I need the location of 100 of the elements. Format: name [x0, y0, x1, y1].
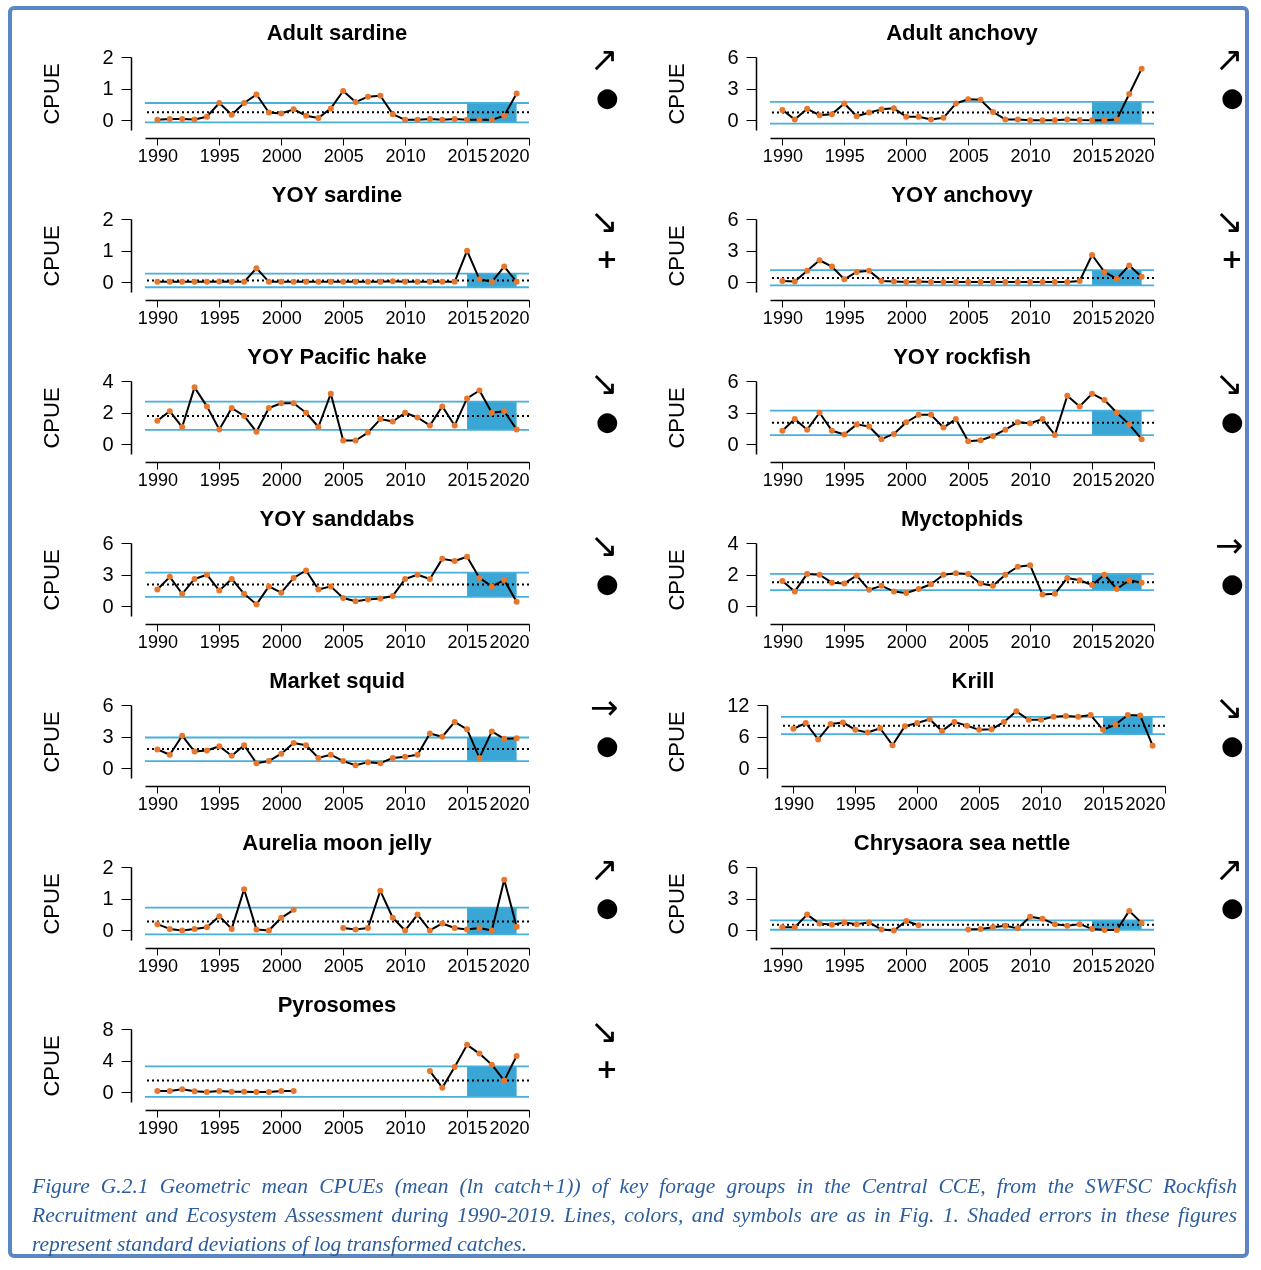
y-axis-title: CPUE — [664, 63, 690, 125]
x-tick-label: 2000 — [886, 145, 927, 166]
x-tick-label: 2020 — [1114, 955, 1155, 976]
x-tick-label: 2000 — [261, 1117, 302, 1138]
x-tick-label: 1990 — [137, 955, 178, 976]
x-tick-label: 2000 — [261, 955, 302, 976]
x-tick-label: 2010 — [1021, 793, 1062, 814]
x-tick-label: 2015 — [1083, 793, 1124, 814]
x-tick-label: 1995 — [824, 631, 865, 652]
x-tick-label: 2000 — [261, 469, 302, 490]
x-tick-label: 2020 — [1114, 307, 1155, 328]
y-tick-label: 0 — [738, 756, 750, 779]
chart-title: YOY Pacific hake — [247, 344, 427, 369]
chart-title: Krill — [951, 668, 995, 693]
y-tick-label: 0 — [102, 594, 114, 617]
x-tick-label: 2015 — [447, 307, 488, 328]
y-tick-label: 4 — [102, 369, 114, 392]
y-tick-label: 1 — [102, 887, 114, 910]
y-tick-label: 1 — [102, 77, 114, 100]
x-tick-label: 1990 — [137, 1117, 178, 1138]
x-tick-label: 2010 — [1010, 631, 1051, 652]
y-tick-label: 6 — [727, 45, 739, 68]
x-tick-label: 2005 — [323, 631, 364, 652]
y-tick-label: 2 — [102, 207, 114, 230]
y-tick-label: 6 — [727, 855, 739, 878]
x-tick-label: 2000 — [261, 631, 302, 652]
y-axis-title: CPUE — [664, 549, 690, 611]
x-tick-label: 2005 — [323, 307, 364, 328]
x-tick-label: 2020 — [1114, 145, 1155, 166]
x-tick-label: 2005 — [323, 955, 364, 976]
text: + — [1221, 244, 1243, 274]
x-tick-label: 1995 — [199, 307, 240, 328]
y-tick-label: 0 — [727, 432, 739, 455]
text: ↘ — [1215, 687, 1244, 727]
x-tick-label: 2015 — [1072, 469, 1113, 490]
chart-title: YOY anchovy — [891, 182, 1034, 207]
y-tick-label: 0 — [727, 594, 739, 617]
text: ● — [596, 892, 619, 922]
text: ↘ — [1215, 201, 1244, 241]
x-tick-label: 2005 — [323, 1117, 364, 1138]
y-tick-label: 6 — [102, 531, 114, 554]
y-tick-label: 12 — [727, 693, 750, 716]
y-axis-title: CPUE — [39, 549, 65, 611]
x-tick-label: 2000 — [261, 145, 302, 166]
x-tick-label: 2005 — [959, 793, 1000, 814]
x-tick-label: 2020 — [489, 631, 530, 652]
x-tick-label: 2010 — [385, 307, 426, 328]
x-tick-label: 1990 — [137, 307, 178, 328]
text: → — [590, 687, 619, 727]
x-tick-label: 1990 — [773, 793, 814, 814]
x-tick-label: 2010 — [385, 1117, 426, 1138]
x-tick-label: 2020 — [489, 145, 530, 166]
x-tick-label: 1990 — [762, 469, 803, 490]
x-tick-label: 1990 — [762, 955, 803, 976]
x-tick-label: 2000 — [886, 631, 927, 652]
chart-title: YOY sanddabs — [259, 506, 415, 531]
text: ↗ — [1215, 849, 1244, 889]
chart-title: Aurelia moon jelly — [242, 830, 433, 855]
x-tick-label: 2010 — [1010, 307, 1051, 328]
x-tick-label: 1995 — [199, 1117, 240, 1138]
y-tick-label: 3 — [727, 77, 739, 100]
y-axis-title: CPUE — [39, 873, 65, 935]
x-tick-label: 2020 — [489, 793, 530, 814]
y-axis-title: CPUE — [664, 711, 690, 773]
x-tick-label: 2015 — [447, 631, 488, 652]
text: + — [596, 1054, 618, 1084]
text: ↘ — [590, 201, 619, 241]
text: ↘ — [590, 363, 619, 403]
x-tick-label: 1995 — [199, 145, 240, 166]
y-tick-label: 6 — [738, 725, 750, 748]
x-tick-label: 1990 — [137, 145, 178, 166]
x-tick-label: 1990 — [762, 631, 803, 652]
y-tick-label: 0 — [727, 270, 739, 293]
x-tick-label: 2020 — [1125, 793, 1166, 814]
x-tick-label: 2000 — [897, 793, 938, 814]
y-tick-label: 0 — [102, 1080, 114, 1103]
text: ↗ — [1215, 39, 1244, 79]
y-tick-label: 2 — [102, 401, 114, 424]
text: ● — [1221, 82, 1244, 112]
x-tick-label: 2020 — [489, 307, 530, 328]
y-tick-label: 0 — [102, 270, 114, 293]
y-tick-label: 6 — [727, 207, 739, 230]
x-tick-label: 2010 — [1010, 955, 1051, 976]
chart-title: Market squid — [269, 668, 405, 693]
x-tick-label: 2005 — [323, 145, 364, 166]
y-axis-title: CPUE — [39, 63, 65, 125]
chart-title: Pyrosomes — [277, 992, 397, 1017]
text: ● — [596, 406, 619, 436]
text: ↗ — [590, 849, 619, 889]
x-tick-label: 2005 — [323, 793, 364, 814]
x-tick-label: 2020 — [1114, 469, 1155, 490]
x-tick-label: 2000 — [261, 307, 302, 328]
y-tick-label: 8 — [102, 1017, 114, 1040]
x-tick-label: 2015 — [447, 1117, 488, 1138]
x-tick-label: 2010 — [385, 793, 426, 814]
x-tick-label: 2015 — [1072, 307, 1113, 328]
x-tick-label: 1990 — [137, 793, 178, 814]
x-tick-label: 1995 — [199, 793, 240, 814]
text: ↘ — [590, 1011, 619, 1051]
x-tick-label: 2010 — [1010, 469, 1051, 490]
